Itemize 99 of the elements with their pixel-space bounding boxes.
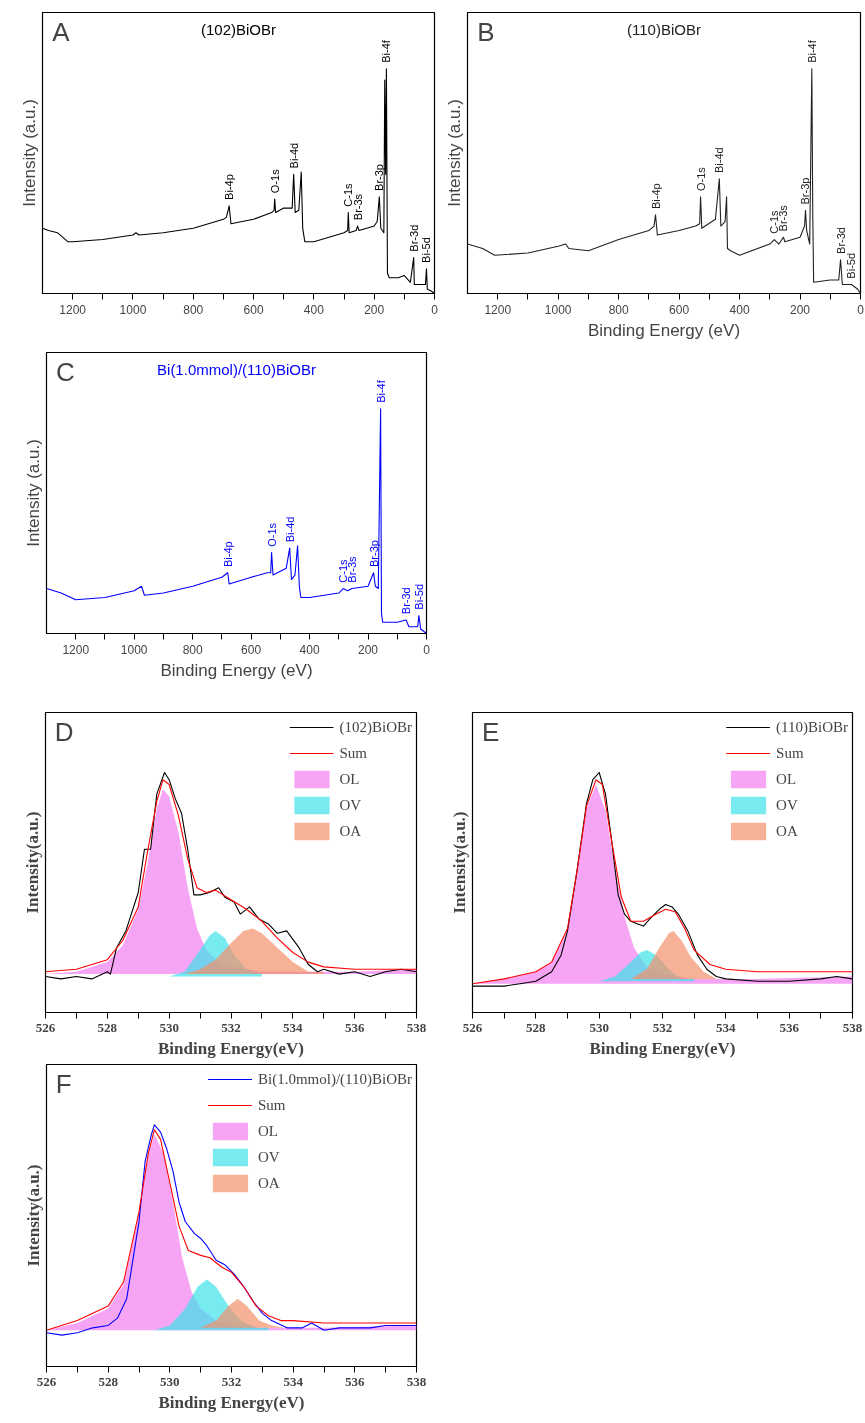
annotation: Bi-4f: [805, 39, 818, 63]
y-axis-title: Intensity(a.u.): [22, 811, 42, 914]
legend-label: OV: [257, 1148, 280, 1166]
chart-title: E: [482, 717, 500, 747]
x-tick-label: 526: [36, 1373, 57, 1389]
y-axis-title: Intensity (a.u.): [19, 99, 39, 207]
x-tick-label: 400: [299, 642, 320, 657]
x-axis-title: Binding Energy (eV): [587, 320, 741, 340]
chart-title: C: [56, 356, 75, 387]
annotation: Br-3d: [400, 587, 413, 615]
y-axis-title: Intensity (a.u.): [444, 99, 464, 207]
x-axis-title: Binding Energy(eV): [589, 1038, 736, 1058]
y-axis-title: Intensity (a.u.): [23, 439, 43, 547]
annotation: Bi-4d: [283, 516, 296, 543]
x-tick-label: 800: [608, 302, 629, 317]
annotation: O-1s: [268, 168, 281, 194]
annotation: Br-3d: [407, 224, 420, 252]
chart-subtitle: (102)BiOBr: [200, 20, 277, 38]
x-axis-title: Binding Energy (eV): [160, 660, 313, 680]
x-tick-label: 536: [344, 1019, 365, 1035]
x-tick-label: 800: [182, 642, 203, 657]
x-tick-label: 0: [431, 302, 439, 317]
x-tick-label: 534: [283, 1019, 304, 1035]
x-tick-label: 526: [35, 1019, 56, 1035]
x-tick-label: 600: [241, 642, 262, 657]
x-axis-title: Binding Energy(eV): [158, 1038, 304, 1058]
x-tick-label: 528: [97, 1019, 118, 1035]
annotation: Bi-4d: [287, 142, 300, 169]
x-tick-label: 538: [406, 1019, 427, 1035]
x-tick-label: 526: [462, 1019, 483, 1035]
x-tick-label: 1200: [59, 302, 87, 317]
annotation: Bi-4d: [713, 147, 726, 173]
chart-subtitle: Bi(1.0mmol)/(110)BiOBr: [157, 360, 316, 378]
y-axis-title: Intensity(a.u.): [23, 1164, 43, 1267]
x-tick-label: 1000: [120, 642, 148, 657]
x-tick-label: 200: [358, 642, 379, 657]
legend-label: OV: [339, 796, 362, 814]
x-tick-label: 600: [243, 302, 264, 317]
chart-title: F: [55, 1069, 72, 1100]
x-tick-label: 1000: [544, 302, 572, 317]
x-tick-label: 400: [729, 302, 750, 317]
chart-title: D: [54, 717, 74, 747]
x-tick-label: 1000: [119, 302, 147, 317]
x-tick-label: 1200: [62, 642, 90, 657]
annotation: Bi-4p: [221, 541, 234, 567]
annotation: Bi-4p: [649, 183, 662, 209]
annotation: Bi-4f: [374, 379, 387, 403]
legend-label: (110)BiOBr: [776, 718, 848, 736]
legend-label: Sum: [257, 1096, 286, 1114]
x-tick-label: 530: [160, 1373, 180, 1389]
x-tick-label: 534: [283, 1373, 304, 1389]
x-tick-label: 400: [303, 302, 325, 317]
annotation: Br-3d: [834, 227, 847, 254]
chart-subtitle: (110)BiOBr: [627, 20, 701, 38]
x-tick-label: 532: [221, 1373, 242, 1389]
annotation: Bi-5d: [412, 583, 425, 610]
annotation: Bi-4f: [380, 39, 393, 63]
annotation: O-1s: [694, 166, 707, 191]
annotation: Bi-5d: [845, 252, 858, 279]
x-tick-label: 528: [98, 1373, 119, 1389]
legend-label: OL: [339, 770, 360, 788]
legend-label: OA: [339, 822, 362, 840]
x-tick-label: 538: [842, 1019, 863, 1035]
x-tick-label: 534: [716, 1019, 737, 1035]
x-tick-label: 538: [406, 1373, 427, 1389]
legend-label: (102)BiOBr: [339, 718, 412, 736]
x-tick-label: 1200: [484, 302, 512, 317]
x-tick-label: 530: [589, 1019, 609, 1035]
legend-label: OA: [257, 1174, 280, 1192]
annotation: Bi-4p: [223, 174, 236, 200]
legend-label: OL: [776, 770, 797, 788]
x-tick-label: 200: [790, 302, 811, 317]
x-tick-label: 200: [364, 302, 385, 317]
legend-label: Sum: [776, 744, 804, 762]
x-tick-label: 536: [345, 1373, 366, 1389]
x-tick-label: 530: [159, 1019, 179, 1035]
annotation: Bi-5d: [420, 237, 433, 263]
x-tick-label: 800: [183, 302, 204, 317]
legend-label: Sum: [339, 744, 368, 762]
annotation: C-1s: [337, 558, 350, 583]
legend-label: OV: [776, 796, 798, 814]
annotation: Br-3p: [367, 540, 380, 567]
legend-label: OL: [257, 1122, 278, 1140]
x-axis-title: Binding Energy(eV): [158, 1392, 305, 1412]
annotation: Br-3p: [373, 164, 386, 191]
x-tick-label: 532: [221, 1019, 241, 1035]
chart-title: B: [477, 16, 495, 47]
x-tick-label: 600: [669, 302, 690, 317]
annotation: Br-3p: [799, 177, 812, 205]
x-tick-label: 0: [423, 642, 431, 657]
x-tick-label: 532: [652, 1019, 673, 1035]
chart-title: A: [52, 16, 71, 47]
legend-label: OA: [776, 822, 798, 840]
x-tick-label: 528: [526, 1019, 547, 1035]
legend-label: Bi(1.0mmol)/(110)BiOBr: [257, 1070, 412, 1088]
annotation: O-1s: [265, 522, 278, 547]
x-tick-label: 536: [779, 1019, 800, 1035]
x-tick-label: 0: [857, 302, 865, 317]
y-axis-title: Intensity(a.u.): [449, 811, 469, 914]
